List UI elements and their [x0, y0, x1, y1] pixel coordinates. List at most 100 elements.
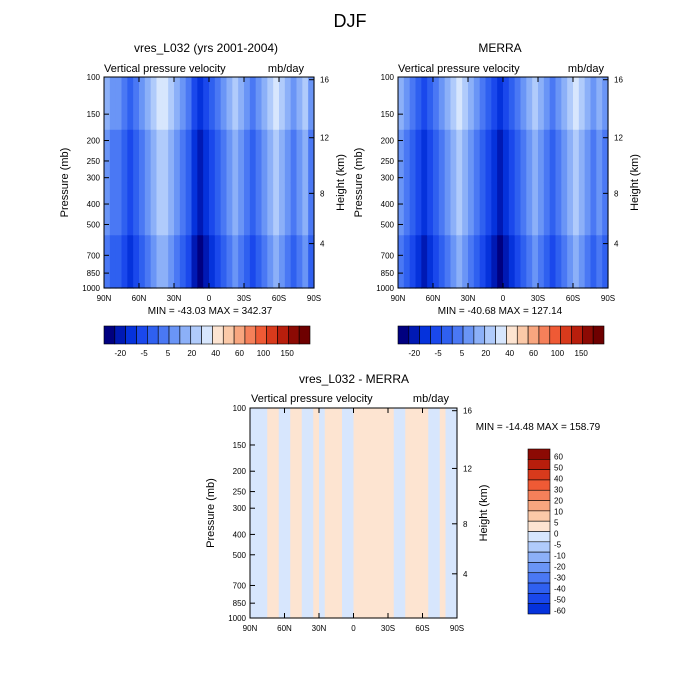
heatmap-cell	[296, 77, 303, 131]
y-tick-label: 400	[233, 530, 247, 539]
heatmap-cell	[121, 129, 128, 184]
heatmap-cell	[416, 565, 424, 619]
heatmap-cell	[174, 182, 181, 236]
colorbar-label: 150	[281, 349, 295, 358]
heatmap-cell	[427, 129, 434, 184]
heatmap-cell	[330, 565, 337, 619]
colorbar-label: 5	[460, 349, 465, 358]
heatmap-cell	[497, 129, 504, 184]
heatmap-cell	[168, 235, 175, 289]
y2-axis-label: Height (km)	[478, 485, 490, 542]
x-tick-label: 0	[207, 294, 212, 303]
heatmap-cell	[144, 182, 152, 236]
heatmap-cell	[439, 513, 447, 567]
heatmap-cell	[365, 408, 372, 462]
heatmap-cell	[347, 408, 355, 462]
heatmap-cell	[336, 460, 343, 514]
heatmap-cell	[434, 408, 441, 462]
y-tick-label: 500	[87, 220, 101, 229]
y2-tick-label: 4	[320, 240, 325, 249]
y-tick-label: 250	[381, 157, 395, 166]
heatmap-cell	[156, 182, 163, 236]
heatmap-cell	[273, 513, 280, 567]
colorbar-swatch	[190, 325, 202, 345]
y2-tick-label: 16	[614, 76, 623, 85]
heatmap-cell	[543, 235, 551, 289]
heatmap-cell	[104, 235, 111, 289]
heatmap-cell	[191, 182, 198, 236]
heatmap-cell	[549, 77, 557, 131]
heatmap-cell	[313, 565, 320, 619]
panel-title: MERRA	[478, 41, 521, 55]
heatmap-cell	[197, 182, 204, 236]
heatmap-cell	[462, 182, 469, 236]
heatmap-cell	[497, 182, 504, 236]
colorbar-swatch	[397, 325, 410, 345]
heatmap-cell	[439, 408, 447, 462]
heatmap-cell	[532, 235, 539, 289]
heatmap-cell	[250, 513, 257, 567]
heatmap-cell	[382, 460, 389, 514]
y-tick-label: 200	[87, 137, 101, 146]
y-tick-label: 700	[87, 251, 101, 260]
heatmap-cell	[324, 565, 332, 619]
heatmap-cell	[290, 182, 298, 236]
heatmap-cell	[273, 408, 280, 462]
heatmap-cell	[191, 129, 198, 184]
colorbar-swatch	[538, 325, 551, 345]
heatmap-cell	[307, 408, 314, 462]
heatmap-cell	[279, 129, 286, 184]
heatmap-cell	[403, 129, 411, 184]
heatmap-cell	[573, 77, 580, 131]
heatmap-cell	[561, 182, 568, 236]
variable-label: Vertical pressure velocity	[104, 63, 226, 75]
colorbar-label: 20	[554, 497, 563, 506]
colorbar-label: -5	[554, 541, 562, 550]
colorbar-swatch	[441, 325, 453, 345]
heatmap-cell	[433, 77, 440, 131]
heatmap-cell	[365, 565, 372, 619]
colorbar-label: 40	[211, 349, 220, 358]
colorbar-label: 60	[529, 349, 538, 358]
heatmap-cell	[578, 182, 586, 236]
y-tick-label: 100	[233, 404, 247, 413]
heatmap-cell	[411, 408, 418, 462]
heatmap-cell	[238, 182, 245, 236]
heatmap-cell	[421, 182, 428, 236]
x-tick-label: 90N	[391, 294, 406, 303]
heatmap-cell	[590, 235, 597, 289]
heatmap-cell	[156, 235, 163, 289]
heatmap-cell	[445, 513, 452, 567]
heatmap-cell	[596, 235, 603, 289]
heatmap-cell	[584, 129, 592, 184]
colorbar-swatch	[233, 325, 246, 345]
heatmap-cell	[382, 408, 389, 462]
colorbar-swatch	[408, 325, 420, 345]
y-tick-label: 200	[233, 467, 247, 476]
colorbar-swatch	[495, 325, 507, 345]
heatmap-cell	[284, 408, 291, 462]
heatmap-cell	[428, 513, 435, 567]
heatmap-cell	[398, 129, 405, 184]
heatmap-cell	[491, 129, 498, 184]
heatmap-cell	[104, 129, 111, 184]
heatmap-cell	[415, 129, 422, 184]
heatmap-cell	[150, 235, 158, 289]
panel-model: vres_L032 (yrs 2001-2004) Vertical pressu…	[59, 41, 347, 358]
heatmap-cell	[144, 235, 152, 289]
heatmap-cell	[450, 235, 457, 289]
heatmap-cell	[573, 129, 580, 184]
colorbar-swatch	[527, 562, 551, 574]
heatmap-cell	[491, 77, 498, 131]
heatmap-cell	[296, 235, 303, 289]
units-label: mb/day	[268, 63, 305, 75]
heatmap-cell	[567, 129, 574, 184]
heatmap-cell	[244, 77, 251, 131]
colorbar-label: 40	[505, 349, 514, 358]
heatmap-cell	[133, 77, 140, 131]
heatmap-cell	[197, 235, 204, 289]
heatmap-cell	[479, 77, 487, 131]
heatmap-cell	[353, 460, 360, 514]
heatmap-cell	[284, 565, 291, 619]
